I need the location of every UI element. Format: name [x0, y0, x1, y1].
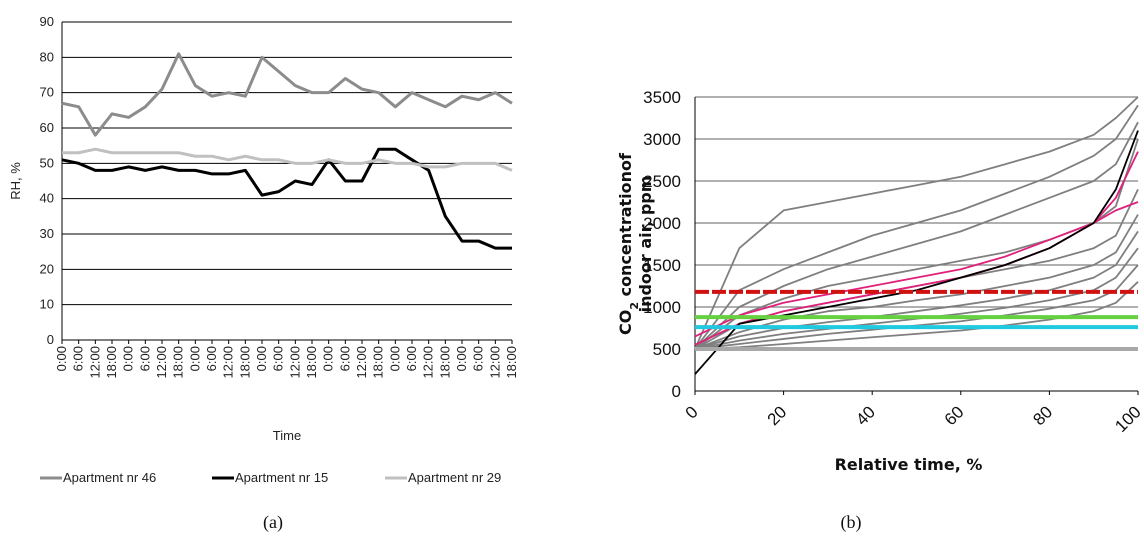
- y-tick-label-a: 60: [40, 120, 54, 135]
- x-tick-label-a: 6:00: [204, 346, 219, 371]
- y-axis-title-b-part: CO: [616, 310, 635, 335]
- y-tick-label-a: 40: [40, 191, 54, 206]
- y-tick-label-a: 30: [40, 226, 54, 241]
- x-tick-label-a: 18:00: [371, 346, 386, 379]
- y-tick-label-b: 2500: [643, 172, 681, 191]
- x-tick-label-a: 18:00: [104, 346, 119, 379]
- x-tick-label-a: 18:00: [504, 346, 519, 379]
- x-tick-label-a: 0:00: [54, 346, 69, 371]
- caption-a: (a): [263, 512, 283, 533]
- x-tick-label-b: 20: [764, 402, 791, 429]
- x-tick-label-a: 12:00: [154, 346, 169, 379]
- series-line-a-1: [61, 52, 513, 137]
- x-tick-label-a: 6:00: [471, 346, 486, 371]
- y-tick-label-b: 1000: [643, 298, 681, 317]
- x-tick-label-a: 0:00: [121, 346, 136, 371]
- series-line-b-2: [694, 104, 1139, 350]
- x-tick-label-a: 12:00: [421, 346, 436, 379]
- x-tick-label-a: 18:00: [237, 346, 252, 379]
- series-line-b-11: [694, 201, 1139, 338]
- x-tick-label-a: 18:00: [171, 346, 186, 379]
- series-line-b-1: [694, 96, 1139, 350]
- x-axis-title-a: Time: [273, 428, 301, 443]
- x-tick-label-a: 0:00: [187, 346, 202, 371]
- series-line-b-7: [694, 230, 1139, 350]
- y-tick-label-a: 80: [40, 49, 54, 64]
- x-tick-label-a: 12:00: [487, 346, 502, 379]
- y-axis-title-b-sub: 2: [628, 302, 641, 310]
- x-tick-label-a: 0:00: [454, 346, 469, 371]
- y-tick-label-a: 70: [40, 85, 54, 100]
- x-tick-label-a: 12:00: [221, 346, 236, 379]
- series-line-b-9: [694, 264, 1139, 350]
- y-axis-title-b: CO2 concentrationof indoor air, ppm: [616, 152, 655, 335]
- x-tick-label-a: 18:00: [437, 346, 452, 379]
- x-tick-label-b: 60: [941, 402, 968, 429]
- x-tick-label-a: 0:00: [321, 346, 336, 371]
- x-tick-label-b: 40: [852, 402, 879, 429]
- x-axis-title-b: Relative time, %: [835, 455, 983, 474]
- series-line-b-10: [694, 281, 1139, 350]
- y-tick-label-b: 0: [672, 382, 681, 401]
- x-tick-label-a: 18:00: [304, 346, 319, 379]
- y-tick-label-b: 1500: [643, 256, 681, 275]
- y-axis-title-b-line2: indoor air, ppm: [636, 176, 655, 313]
- y-tick-label-a: 50: [40, 155, 54, 170]
- x-tick-label-a: 6:00: [337, 346, 352, 371]
- series-line-a-2: [61, 147, 512, 250]
- y-tick-label-a: 90: [40, 14, 54, 29]
- series-line-b-3: [694, 121, 1139, 350]
- x-tick-label-a: 6:00: [71, 346, 86, 371]
- y-axis-title-b-part: concentrationof: [616, 152, 635, 302]
- y-tick-label-a: 10: [40, 297, 54, 312]
- x-tick-label-a: 12:00: [287, 346, 302, 379]
- y-tick-label-b: 500: [653, 340, 681, 359]
- y-axis-title-a: RH, %: [8, 162, 23, 200]
- legend-label-a-3: Apartment nr 29: [408, 470, 501, 485]
- y-tick-label-a: 20: [40, 261, 54, 276]
- x-tick-label-a: 0:00: [387, 346, 402, 371]
- legend-label-a-1: Apartment nr 46: [63, 470, 156, 485]
- x-tick-label-b: 100: [1111, 402, 1144, 435]
- y-axis-title-b-line1: CO2 concentrationof: [616, 152, 641, 335]
- legend-label-a-2: Apartment nr 15: [235, 470, 328, 485]
- y-tick-label-a: 0: [47, 332, 54, 347]
- x-tick-label-a: 6:00: [271, 346, 286, 371]
- y-tick-label-b: 3000: [643, 130, 681, 149]
- y-tick-label-b: 2000: [643, 214, 681, 233]
- panel-b-co2-chart: 0 500 1000 1500 2000 2500 3000 3500 0 20 40 60 80 100…: [616, 88, 1144, 474]
- caption-b: (b): [841, 512, 862, 533]
- series-line-a-3: [62, 147, 513, 172]
- series-line-b-6: [694, 214, 1139, 350]
- x-tick-label-a: 0:00: [254, 346, 269, 371]
- x-tick-label-a: 12:00: [354, 346, 369, 379]
- x-tick-label-b: 80: [1029, 402, 1056, 429]
- x-tick-label-a: 6:00: [137, 346, 152, 371]
- y-tick-label-b: 3500: [643, 88, 681, 107]
- x-tick-label-a: 6:00: [404, 346, 419, 371]
- x-tick-label-a: 12:00: [87, 346, 102, 379]
- x-tick-label-b: 0: [682, 402, 702, 422]
